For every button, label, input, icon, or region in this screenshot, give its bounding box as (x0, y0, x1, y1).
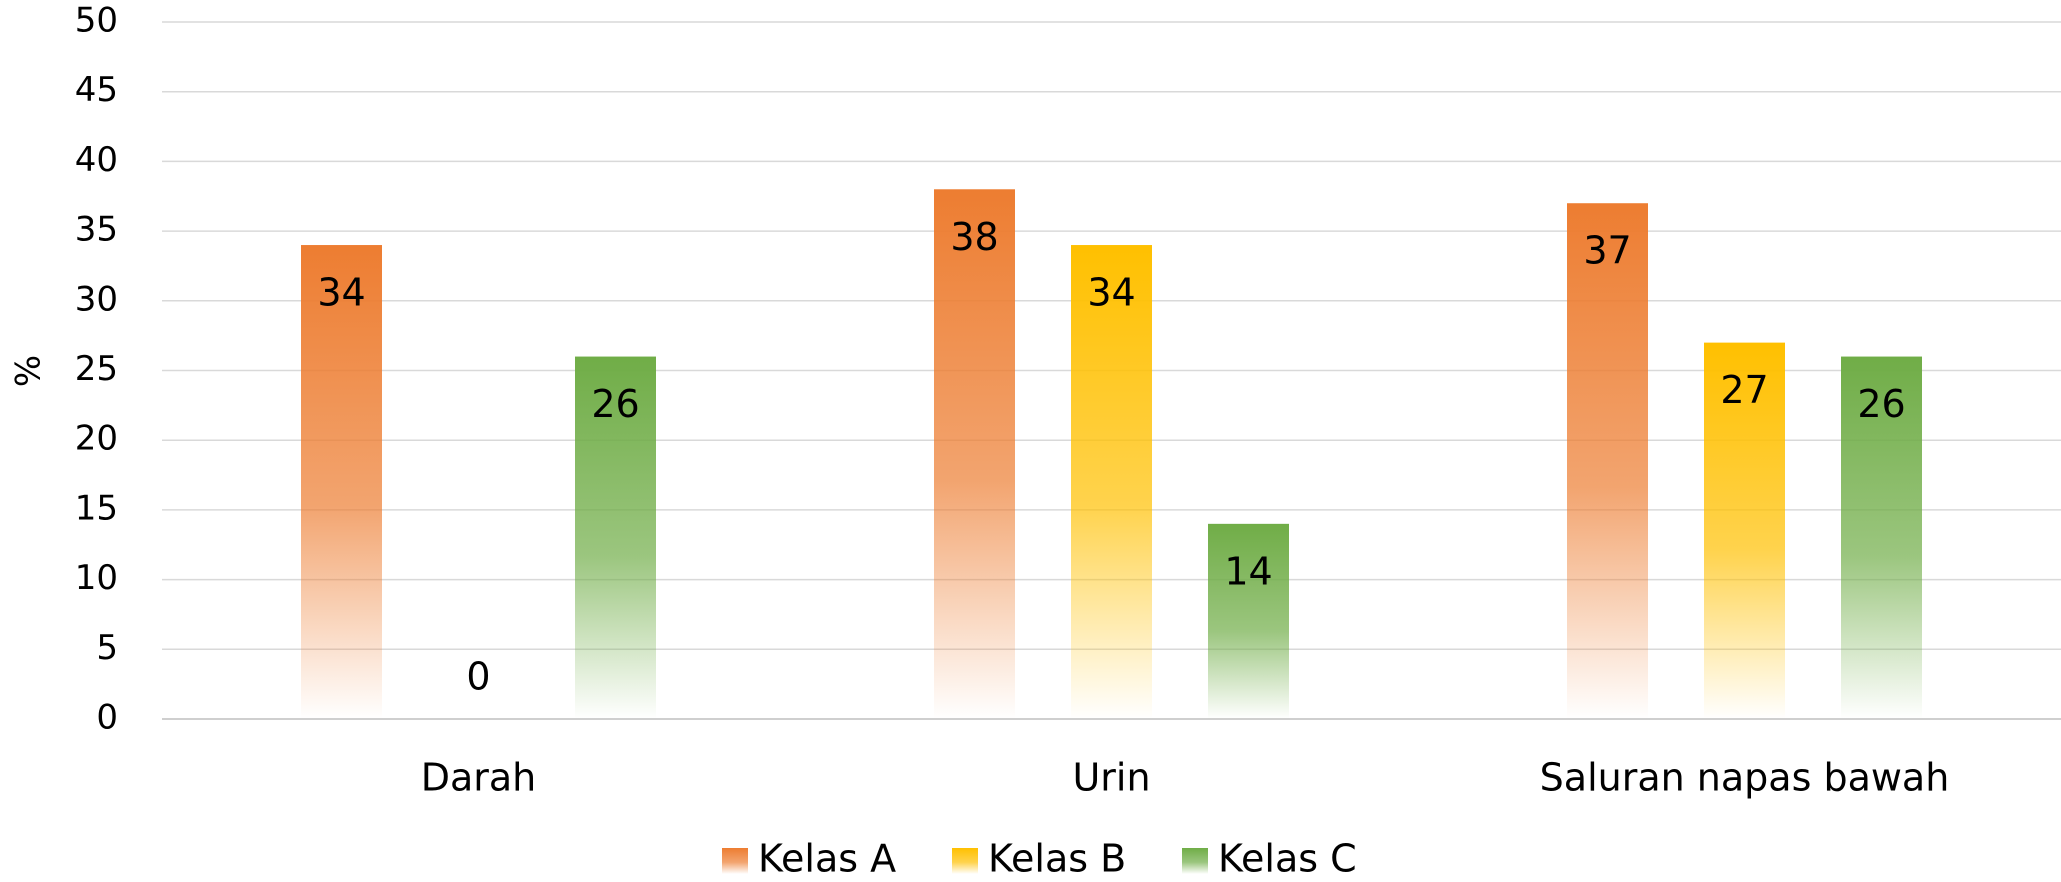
legend-swatch (1182, 848, 1208, 874)
bar (301, 245, 382, 720)
data-label: 26 (1857, 382, 1905, 426)
legend-label: Kelas C (1218, 837, 1357, 881)
data-label: 38 (950, 215, 998, 259)
data-label: 37 (1583, 229, 1631, 273)
x-tick-label: Urin (1072, 756, 1150, 800)
data-label: 34 (317, 271, 365, 315)
bar (1704, 342, 1785, 719)
bar (934, 189, 1015, 719)
legend-swatch (722, 848, 748, 874)
y-tick-label: 5 (96, 628, 118, 668)
x-tick-label: Darah (421, 756, 537, 800)
y-tick-label: 25 (75, 349, 118, 389)
data-label: 14 (1224, 549, 1272, 593)
bar (1071, 245, 1152, 720)
y-tick-label: 15 (75, 488, 118, 528)
y-tick-label: 35 (75, 210, 118, 250)
y-tick-label: 45 (75, 70, 118, 110)
data-label: 0 (466, 655, 490, 699)
bar (575, 356, 656, 719)
bar (1841, 356, 1922, 719)
bar (1208, 523, 1289, 719)
y-axis-label: % (9, 355, 49, 387)
legend-swatch (952, 848, 978, 874)
y-tick-label: 30 (75, 279, 118, 319)
y-tick-label: 0 (96, 698, 118, 738)
legend-label: Kelas A (758, 837, 896, 881)
y-tick-label: 10 (75, 558, 118, 598)
bar (1567, 203, 1648, 720)
y-tick-label: 50 (75, 1, 118, 41)
y-tick-label: 20 (75, 419, 118, 459)
x-tick-label: Saluran napas bawah (1540, 756, 1950, 800)
data-label: 34 (1087, 271, 1135, 315)
legend-label: Kelas B (988, 837, 1126, 881)
y-tick-label: 40 (75, 140, 118, 180)
data-label: 27 (1720, 368, 1768, 412)
data-label: 26 (591, 382, 639, 426)
